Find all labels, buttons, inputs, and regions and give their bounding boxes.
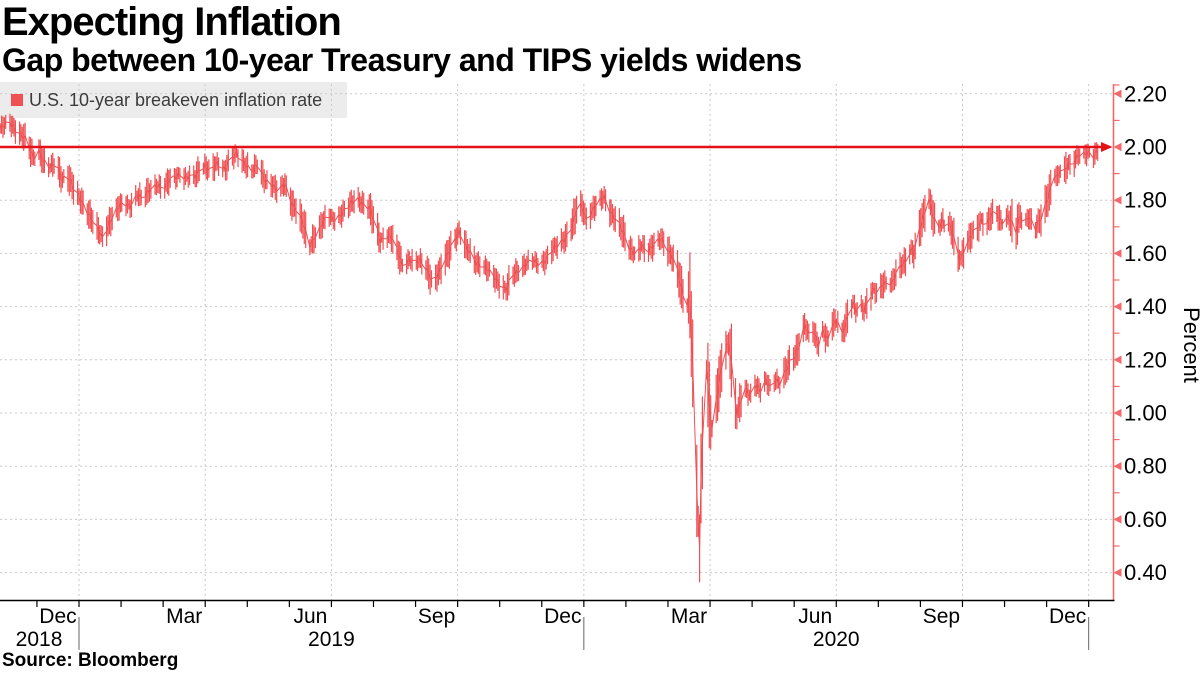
y-axis-title: Percent (1179, 307, 1200, 383)
y-tick-label: 1.40 (1124, 294, 1167, 319)
y-tick-label: 0.60 (1124, 507, 1167, 532)
legend-label: U.S. 10-year breakeven inflation rate (29, 89, 323, 110)
axis-labels: 2.20 2.00 1.80 1.60 1.40 1.20 1.00 0.80 0.60 0.40… (16, 81, 1200, 651)
x-year-label: 2019 (308, 628, 355, 651)
x-year-label: 2020 (813, 628, 860, 651)
legend-background (0, 82, 347, 118)
page-subtitle: Gap between 10-year Treasury and TIPS yi… (2, 42, 802, 78)
x-month-label: Dec (544, 605, 581, 628)
x-month-label: Jun (798, 605, 832, 628)
source-credit: Source: Bloomberg (2, 650, 179, 671)
x-month-label: Dec (1049, 605, 1086, 628)
x-month-label: Sep (923, 605, 960, 628)
x-month-label: Mar (166, 605, 202, 628)
y-tick-label: 0.40 (1124, 560, 1167, 585)
series-daily-bars (0, 113, 1099, 583)
page-title: Expecting Inflation (2, 0, 342, 44)
reference-line-2pct (0, 142, 1113, 152)
y-tick-label: 2.20 (1124, 81, 1167, 106)
y-tick-label: 2.00 (1124, 135, 1167, 160)
x-month-label: Dec (39, 605, 76, 628)
gridlines (0, 84, 1114, 601)
y-tick-label: 1.00 (1124, 401, 1167, 426)
x-month-label: Mar (671, 605, 707, 628)
x-month-label: Jun (293, 605, 327, 628)
legend-swatch-icon (11, 94, 23, 106)
y-tick-label: 1.80 (1124, 188, 1167, 213)
y-tick-label: 1.60 (1124, 241, 1167, 266)
y-axis (1112, 84, 1122, 601)
x-year-label: 2018 (16, 628, 63, 651)
y-tick-label: 1.20 (1124, 347, 1167, 372)
x-month-label: Sep (418, 605, 455, 628)
legend: U.S. 10-year breakeven inflation rate (0, 82, 347, 118)
y-tick-label: 0.80 (1124, 454, 1167, 479)
x-axis (0, 599, 1115, 650)
